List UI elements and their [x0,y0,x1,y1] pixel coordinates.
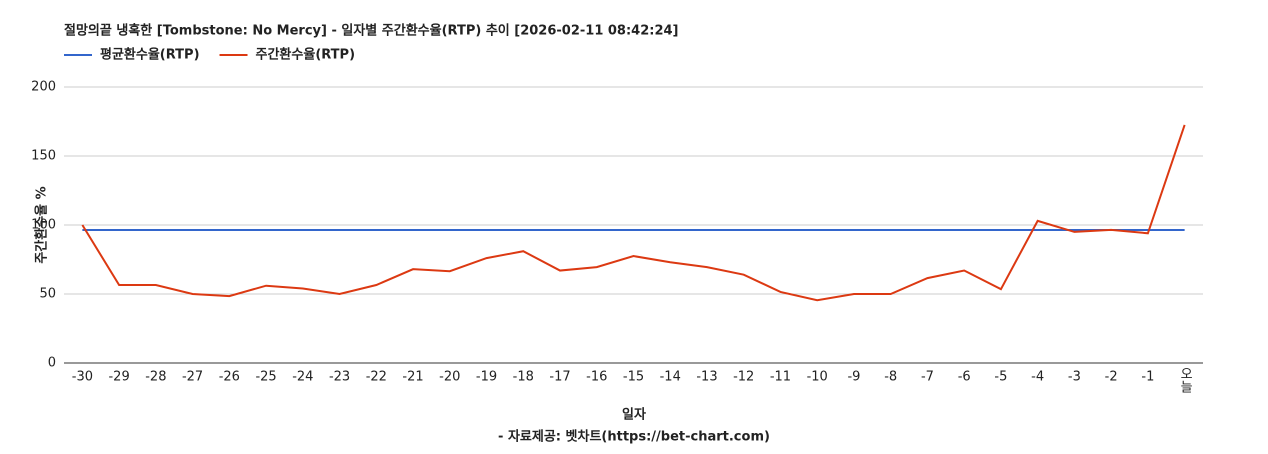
y-tick-label: 50 [39,287,56,302]
x-tick-label: -30 [72,370,93,385]
x-tick-label: -16 [586,370,607,385]
y-axis-title: 주간환수율 % [34,186,50,263]
x-tick-label: -10 [807,370,828,385]
source-note: - 자료제공: 벳차트(https://bet-chart.com) [498,429,770,445]
y-tick-label: 100 [31,218,56,233]
x-tick-label: -3 [1068,370,1081,385]
x-tick-label: -27 [182,370,203,385]
x-axis-title: 일자 [622,408,646,423]
x-tick-label: -29 [108,370,129,385]
x-tick-label: -1 [1141,370,1154,385]
x-tick-label: -4 [1031,370,1044,385]
x-tick-label: -11 [770,370,791,385]
x-tick-label: -8 [884,370,897,385]
x-tick-label: -20 [439,370,460,385]
x-tick-label: -6 [958,370,971,385]
x-tick-label: -21 [402,370,423,385]
x-tick-label: -15 [623,370,644,385]
x-tick-label: -22 [366,370,387,385]
x-tick-label: -12 [733,370,754,385]
y-tick-label: 0 [48,356,56,371]
x-tick-label: -13 [696,370,717,385]
x-tick-label: -23 [329,370,350,385]
x-tick-label: -28 [145,370,166,385]
y-tick-label: 200 [31,80,56,95]
y-tick-label: 150 [31,149,56,164]
x-tick-label: -2 [1105,370,1118,385]
x-tick-label: -18 [513,370,534,385]
x-tick-label: -7 [921,370,934,385]
x-tick-label: -9 [847,370,860,385]
x-tick-label: 오늘 [1177,367,1192,393]
x-tick-label: -17 [549,370,570,385]
legend-label: 주간환수율(RTP) [256,47,356,63]
x-tick-label: -26 [219,370,240,385]
line-series [81,124,1186,302]
x-tick-label: -24 [292,370,313,385]
x-tick-label: -25 [255,370,276,385]
x-tick-label: -14 [660,370,681,385]
x-tick-label: -19 [476,370,497,385]
chart-title: 절망의끝 냉혹한 [Tombstone: No Mercy] - 일자별 주간환… [64,23,679,39]
legend-label: 평균환수율(RTP) [100,47,200,63]
x-tick-label: -5 [994,370,1007,385]
